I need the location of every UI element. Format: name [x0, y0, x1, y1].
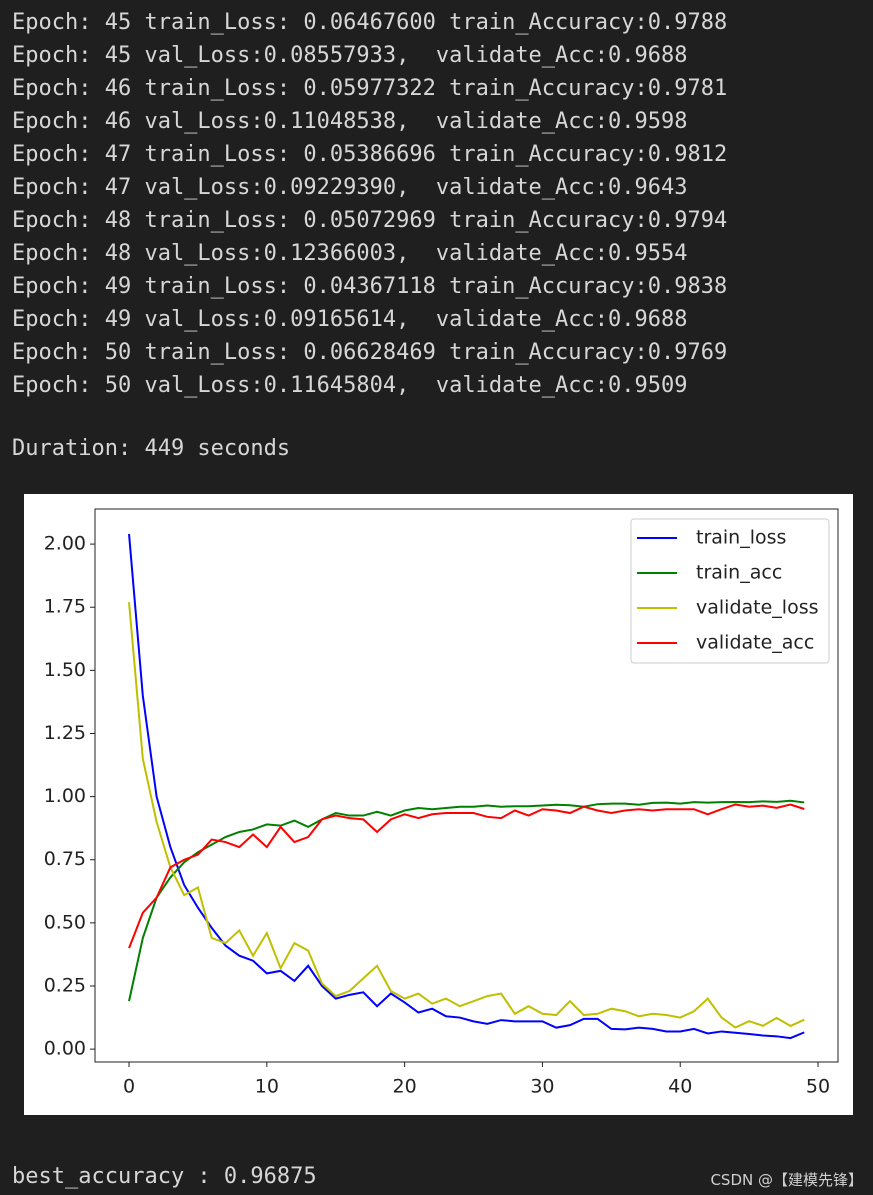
legend-label: train_acc: [696, 562, 782, 584]
duration: Duration: 449 seconds: [12, 436, 291, 461]
log-line: Epoch: 46 val_Loss:0.11048538, validate_…: [12, 109, 688, 134]
x-tick-label: 30: [530, 1076, 554, 1098]
y-tick-label: 1.75: [44, 596, 86, 618]
x-tick-label: 10: [255, 1076, 279, 1098]
y-tick-label: 0.25: [44, 974, 86, 996]
plot-frame: [94, 508, 839, 1063]
log-line: Epoch: 45 val_Loss:0.08557933, validate_…: [12, 43, 688, 68]
y-tick-label: 1.00: [44, 785, 86, 807]
log-line: Epoch: 49 val_Loss:0.09165614, validate_…: [12, 307, 688, 332]
log-line: Epoch: 48 val_Loss:0.12366003, validate_…: [12, 241, 688, 266]
y-tick-label: 0.75: [44, 848, 86, 870]
y-tick-label: 1.25: [44, 722, 86, 744]
log-line: Epoch: 50 train_Loss: 0.06628469 train_A…: [12, 340, 728, 365]
x-tick-label: 50: [806, 1076, 830, 1098]
legend-label: train_loss: [696, 527, 786, 549]
chart: 0.00 0.25 0.50 0.75 1.00 1.25 1.50 1.75 2.00 0 10 2…: [44, 508, 839, 1098]
x-tick-label: 40: [668, 1076, 692, 1098]
log-line: Epoch: 49 train_Loss: 0.04367118 train_A…: [12, 274, 728, 299]
series-line: [128, 803, 805, 949]
y-tick-label: 0.00: [44, 1038, 86, 1060]
log-line: Epoch: 47 val_Loss:0.09229390, validate_…: [12, 175, 688, 200]
legend-label: validate_acc: [696, 632, 814, 654]
chart-container: 0.00 0.25 0.50 0.75 1.00 1.25 1.50 1.75 2.00 0 10 2…: [24, 494, 853, 1115]
watermark: CSDN @【建模先锋】: [710, 1171, 863, 1189]
x-tick-label: 20: [393, 1076, 417, 1098]
y-tick-label: 1.50: [44, 659, 86, 681]
log-line: Epoch: 47 train_Loss: 0.05386696 train_A…: [12, 142, 728, 167]
log-line: Epoch: 46 train_Loss: 0.05977322 train_A…: [12, 76, 728, 101]
legend-box: [630, 518, 830, 664]
best-accuracy: best_accuracy : 0.96875: [12, 1164, 317, 1189]
log-line: Epoch: 45 train_Loss: 0.06467600 train_A…: [12, 10, 728, 35]
y-tick-label: 0.50: [44, 911, 86, 933]
x-tick-label: 0: [123, 1076, 135, 1098]
series-line: [128, 799, 805, 1002]
series-line: [128, 602, 805, 1029]
log-line: Epoch: 48 train_Loss: 0.05072969 train_A…: [12, 208, 728, 233]
legend-label: validate_loss: [696, 597, 819, 619]
log-line: Epoch: 50 val_Loss:0.11645804, validate_…: [12, 373, 688, 398]
log: Epoch: 45 train_Loss: 0.06467600 train_A…: [12, 6, 727, 402]
series-line: [128, 533, 805, 1040]
y-tick-label: 2.00: [44, 533, 86, 555]
